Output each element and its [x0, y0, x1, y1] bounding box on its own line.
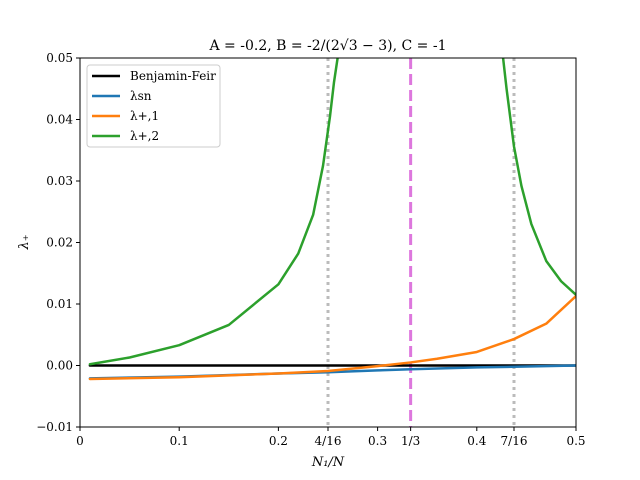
legend-label-2: λ+,1	[130, 109, 159, 123]
legend-label-0: Benjamin-Feir	[130, 69, 216, 83]
y-tick-label-3: 0.02	[46, 236, 73, 250]
x-tick-label-3: 4/16	[315, 434, 342, 448]
legend: Benjamin-Feir λsn λ+,1 λ+,2	[86, 64, 221, 148]
y-tick-label-0: −0.01	[36, 420, 73, 434]
legend-box	[86, 64, 221, 148]
y-tick-label-2: 0.01	[46, 297, 73, 311]
series-line-2	[88, 294, 576, 381]
x-tick-label-2: 0.2	[269, 434, 288, 448]
series-line-3-seg-0	[88, 58, 339, 366]
x-tick-label-8: 0.5	[566, 434, 585, 448]
x-tick-label-7: 7/16	[501, 434, 528, 448]
x-tick-label-0: 0	[76, 434, 84, 448]
y-tick-label-5: 0.04	[46, 113, 73, 127]
x-tick-label-6: 0.4	[467, 434, 486, 448]
y-tick-label-1: 0.00	[46, 359, 73, 373]
legend-label-1: λsn	[130, 89, 152, 103]
plot-area	[88, 58, 576, 427]
plot-frame	[79, 57, 577, 428]
x-tick-label-5: 1/3	[401, 434, 420, 448]
y-tick-label-6: 0.05	[46, 51, 73, 65]
x-tick-label-4: 0.3	[368, 434, 387, 448]
legend-label-3: λ+,2	[130, 129, 159, 143]
axis-ticks: 0 0.1 0.2 4/16 0.3 1/3 0.4 7/16 0.5 −0.01 0.00 0.01…	[36, 51, 585, 448]
y-axis-label: λ₊	[17, 234, 32, 250]
x-axis-label: N₁/N	[311, 455, 345, 470]
x-tick-label-1: 0.1	[170, 434, 189, 448]
y-tick-label-4: 0.03	[46, 174, 73, 188]
series-line-3-seg-1	[501, 58, 576, 297]
chart-title: A = -0.2, B = -2/(2√3 − 3), C = -1	[209, 38, 447, 54]
